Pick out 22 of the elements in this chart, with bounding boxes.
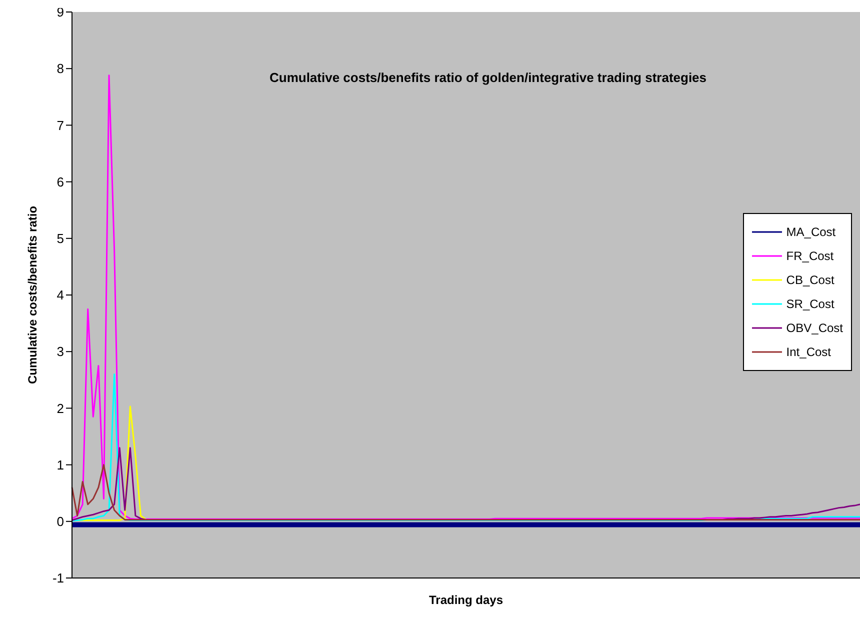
legend-label: Int_Cost [786, 344, 831, 361]
text: Cumulative costs/benefits ratio of golden/integrative trading strategies [268, 70, 708, 85]
y-axis-title: Cumulative costs/benefits ratio [25, 206, 40, 384]
y-tick-label: 4 [56, 288, 64, 303]
y-tick-label: 7 [56, 118, 64, 133]
y-tick-label: 6 [56, 174, 64, 190]
legend-label: CB_Cost [786, 272, 834, 289]
line-series [71, 464, 860, 520]
y-tick-label: 3 [56, 344, 64, 360]
y-tick-label: 2 [56, 400, 64, 416]
legend-label: MA_Cost [786, 224, 836, 241]
legend-label: SR_Cost [786, 296, 834, 313]
y-tick-label: 5 [56, 231, 64, 246]
line-series [71, 74, 860, 520]
legend-label: OBV_Cost [786, 320, 843, 337]
line-series [71, 373, 860, 522]
y-tick-label: 8 [56, 61, 64, 76]
legend-label: FR_Cost [786, 248, 834, 265]
y-tick-label: -1 [52, 570, 64, 586]
x-axis-title: Trading days [428, 593, 504, 607]
y-tick-label: 1 [56, 457, 64, 472]
y-tick-label: 0 [56, 514, 64, 530]
